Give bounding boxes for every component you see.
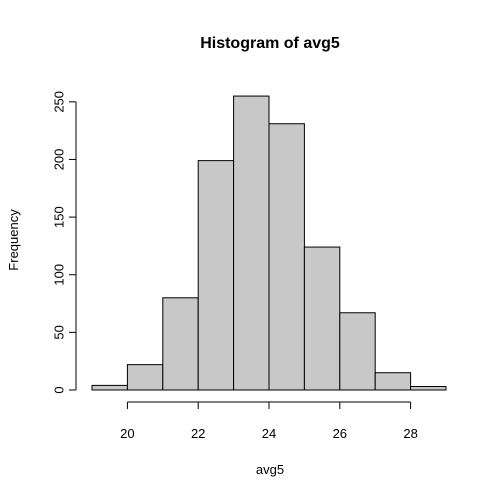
y-tick-label: 250 xyxy=(52,91,67,113)
y-axis: 0 50 100 150 200 250 xyxy=(52,91,77,394)
x-axis: 20 22 24 26 28 xyxy=(120,401,418,441)
histogram-bar xyxy=(268,123,305,391)
histogram-bar xyxy=(162,297,199,391)
x-tick-label: 26 xyxy=(333,426,347,441)
y-tick-label: 0 xyxy=(52,386,67,393)
histogram-bar xyxy=(91,384,128,391)
y-axis-label: Frequency xyxy=(6,209,21,271)
y-tick-label: 50 xyxy=(52,325,67,339)
x-tick-label: 22 xyxy=(191,426,205,441)
y-tick-label: 150 xyxy=(52,206,67,228)
x-tick-label: 28 xyxy=(403,426,417,441)
x-tick-label: 24 xyxy=(262,426,276,441)
histogram-bar xyxy=(374,372,412,391)
histogram-bar xyxy=(410,386,447,391)
x-axis-label: avg5 xyxy=(256,462,284,477)
y-tick-label: 200 xyxy=(52,149,67,171)
histogram-bar xyxy=(197,160,235,391)
histogram-bar xyxy=(339,312,376,391)
x-tick-label: 20 xyxy=(120,426,134,441)
histogram-bar xyxy=(126,364,164,391)
chart-title: Histogram of avg5 xyxy=(200,35,340,52)
histogram-bar xyxy=(233,95,270,391)
y-tick-label: 100 xyxy=(52,264,67,286)
bars-group xyxy=(91,95,447,391)
histogram-bar xyxy=(303,246,341,391)
